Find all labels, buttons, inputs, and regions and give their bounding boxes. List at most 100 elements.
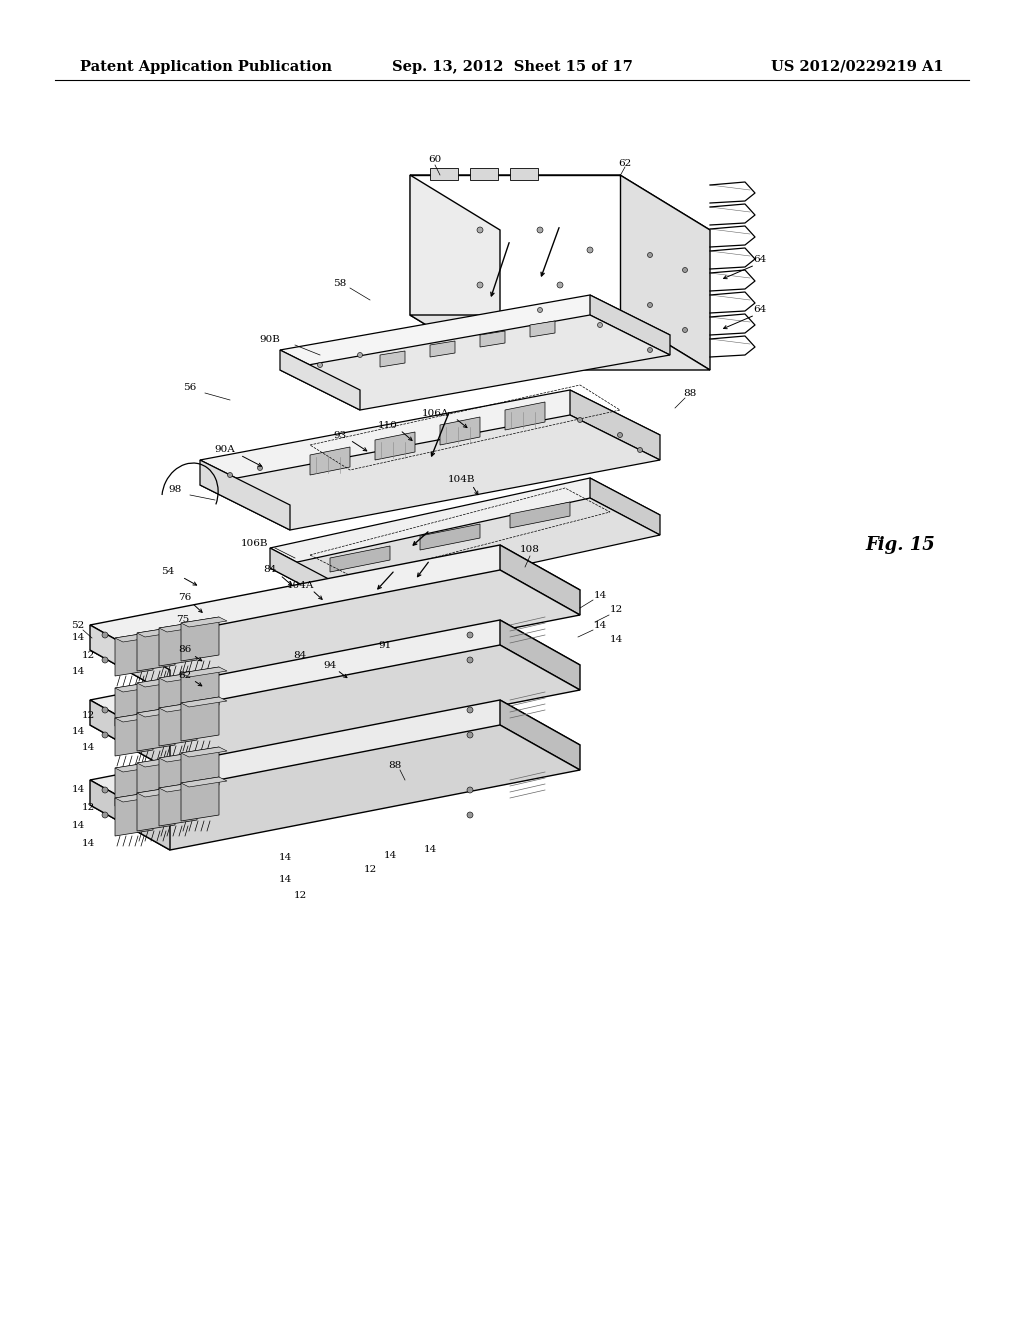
Polygon shape [440,417,480,445]
Polygon shape [480,331,505,347]
Circle shape [537,227,543,234]
Text: 64: 64 [754,256,767,264]
Polygon shape [505,403,545,430]
Polygon shape [137,627,175,671]
Text: 14: 14 [383,850,396,859]
Text: 56: 56 [183,384,197,392]
Text: 90B: 90B [259,335,281,345]
Polygon shape [280,350,360,411]
Polygon shape [137,787,183,797]
Text: 93: 93 [334,430,347,440]
Circle shape [257,466,262,470]
Polygon shape [137,708,183,717]
Polygon shape [510,502,570,528]
Text: 104B: 104B [449,475,476,484]
Circle shape [557,282,563,288]
Text: Fig. 15: Fig. 15 [865,536,935,554]
Polygon shape [137,787,175,832]
Text: 106B: 106B [242,539,268,548]
Polygon shape [159,752,205,762]
Circle shape [467,708,473,713]
Polygon shape [410,176,710,230]
Polygon shape [115,682,161,692]
Circle shape [102,787,108,793]
Text: Sep. 13, 2012  Sheet 15 of 17: Sep. 13, 2012 Sheet 15 of 17 [391,59,633,74]
Polygon shape [590,294,670,355]
Polygon shape [181,747,227,756]
Text: 14: 14 [81,838,94,847]
Circle shape [477,227,483,234]
Text: 75: 75 [176,615,189,624]
Text: 88: 88 [683,388,696,397]
Polygon shape [159,622,197,667]
Circle shape [617,433,623,437]
Polygon shape [200,459,290,531]
Text: 52: 52 [72,620,85,630]
Polygon shape [570,389,660,459]
Text: 76: 76 [178,594,191,602]
Text: 14: 14 [609,635,623,644]
Polygon shape [90,570,580,696]
Circle shape [538,308,543,313]
Text: 91: 91 [379,640,391,649]
Circle shape [578,417,583,422]
Text: 98: 98 [168,486,181,495]
Polygon shape [590,478,660,535]
Text: 88: 88 [388,760,401,770]
Polygon shape [500,620,580,690]
Polygon shape [159,672,197,715]
Polygon shape [159,781,197,826]
Circle shape [683,268,687,272]
Polygon shape [181,777,227,787]
Text: 106A: 106A [421,408,449,417]
Polygon shape [115,762,153,807]
Polygon shape [90,645,580,770]
Circle shape [227,473,232,478]
Polygon shape [115,682,153,726]
Polygon shape [470,168,498,180]
Polygon shape [115,792,161,803]
Polygon shape [420,524,480,550]
Polygon shape [410,315,710,370]
Circle shape [102,708,108,713]
Circle shape [357,352,362,358]
Text: 14: 14 [81,743,94,752]
Polygon shape [181,616,219,661]
Polygon shape [90,545,580,671]
Circle shape [102,733,108,738]
Polygon shape [181,747,219,791]
Polygon shape [620,176,710,370]
Circle shape [587,247,593,253]
Circle shape [647,302,652,308]
Text: 14: 14 [279,875,292,884]
Text: 14: 14 [72,821,85,829]
Text: 12: 12 [81,710,94,719]
Text: 90A: 90A [215,446,236,454]
Polygon shape [137,677,175,721]
Polygon shape [270,478,660,585]
Text: 64: 64 [754,305,767,314]
Polygon shape [500,700,580,770]
Circle shape [467,632,473,638]
Polygon shape [137,708,175,751]
Text: 12: 12 [81,804,94,813]
Polygon shape [159,702,197,746]
Polygon shape [90,700,170,770]
Text: 12: 12 [293,891,306,899]
Polygon shape [159,702,205,711]
Polygon shape [181,667,227,677]
Polygon shape [181,616,227,627]
Circle shape [467,657,473,663]
Polygon shape [410,176,620,315]
Text: 104A: 104A [287,581,313,590]
Polygon shape [90,620,580,744]
Polygon shape [310,447,350,475]
Text: 14: 14 [72,785,85,795]
Polygon shape [90,780,170,850]
Text: 12: 12 [81,651,94,660]
Polygon shape [510,168,538,180]
Polygon shape [375,432,415,459]
Text: 60: 60 [428,156,441,165]
Polygon shape [159,622,205,632]
Text: 86: 86 [178,645,191,655]
